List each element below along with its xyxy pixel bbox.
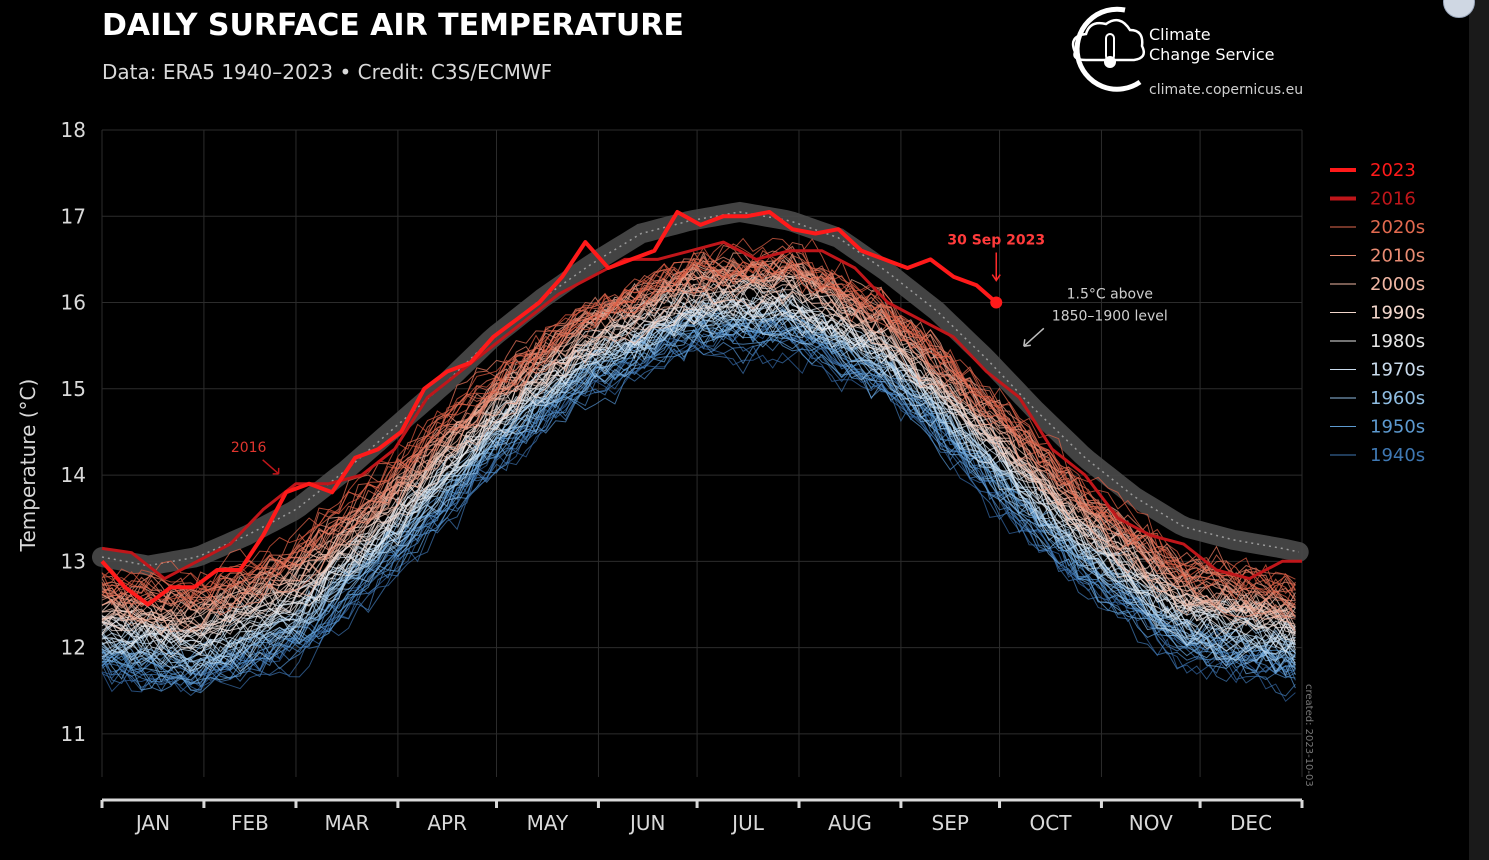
decade-line-40 bbox=[101, 283, 1296, 644]
x-tick-label-nov: NOV bbox=[1129, 811, 1173, 835]
legend-label-1990s: 1990s bbox=[1370, 303, 1425, 324]
decade-line-48 bbox=[101, 272, 1296, 643]
annotations: 2016 30 Sep 2023 1.5°C above 1850–1900 l… bbox=[231, 233, 1168, 475]
decade-line-71 bbox=[101, 257, 1296, 618]
decade-lines bbox=[101, 237, 1296, 702]
x-tick-label-dec: DEC bbox=[1230, 811, 1272, 835]
x-tick-label-mar: MAR bbox=[325, 811, 370, 835]
legend-label-1970s: 1970s bbox=[1370, 360, 1425, 381]
legend: 2023 2016 2020s 2010s 2000s 1990s 1980s 1970s 19… bbox=[1330, 160, 1425, 466]
decade-line-79 bbox=[101, 237, 1296, 602]
legend-label-1950s: 1950s bbox=[1370, 417, 1425, 438]
annotation-threshold-2: 1850–1900 level bbox=[1052, 308, 1168, 324]
decade-line-77 bbox=[101, 251, 1296, 596]
decade-line-78 bbox=[101, 249, 1296, 601]
legend-label-2000s: 2000s bbox=[1370, 274, 1425, 295]
chart-title: DAILY SURFACE AIR TEMPERATURE bbox=[102, 8, 684, 43]
copernicus-logo: Climate Change Service climate.copernicu… bbox=[1071, 6, 1303, 98]
legend-label-2010s: 2010s bbox=[1370, 246, 1425, 267]
legend-label-2016: 2016 bbox=[1370, 189, 1416, 210]
annotation-last-date: 30 Sep 2023 bbox=[947, 233, 1045, 249]
x-tick-label-jul: JUL bbox=[730, 811, 765, 835]
x-tick-label-may: MAY bbox=[527, 811, 569, 835]
x-tick-label-oct: OCT bbox=[1030, 811, 1073, 835]
y-tick-label-17: 17 bbox=[61, 204, 86, 228]
y-axis-label: Temperature (°C) bbox=[16, 379, 40, 553]
decade-line-81 bbox=[101, 259, 1296, 594]
legend-label-2023: 2023 bbox=[1370, 160, 1416, 181]
threshold-band-fill bbox=[92, 201, 1309, 576]
decade-line-72 bbox=[101, 263, 1296, 616]
logo-url: climate.copernicus.eu bbox=[1149, 82, 1303, 98]
logo-line2: Change Service bbox=[1149, 45, 1274, 64]
y-tick-label-11: 11 bbox=[61, 722, 86, 746]
x-tick-label-apr: APR bbox=[427, 811, 467, 835]
decade-line-49 bbox=[101, 274, 1296, 632]
y-tick-label-15: 15 bbox=[61, 377, 86, 401]
y-ticks: 11 12 13 14 15 16 17 18 bbox=[61, 118, 86, 746]
y-tick-label-12: 12 bbox=[61, 636, 86, 660]
legend-label-1980s: 1980s bbox=[1370, 331, 1425, 352]
threshold-band bbox=[92, 201, 1309, 576]
decade-line-68 bbox=[101, 255, 1296, 620]
y-tick-label-18: 18 bbox=[61, 118, 86, 142]
logo-line1: Climate bbox=[1149, 25, 1211, 44]
x-tick-label-sep: SEP bbox=[932, 811, 969, 835]
decade-line-11 bbox=[101, 321, 1296, 679]
x-tick-label-jan: JAN bbox=[134, 811, 170, 835]
decade-line-74 bbox=[101, 241, 1296, 602]
highlight-lines bbox=[100, 210, 1302, 607]
y-tick-label-13: 13 bbox=[61, 549, 86, 573]
y-tick-label-16: 16 bbox=[61, 291, 86, 315]
window-edge bbox=[1469, 0, 1489, 860]
decade-line-61 bbox=[101, 252, 1296, 632]
line-2023 bbox=[100, 210, 998, 607]
decade-line-4 bbox=[101, 318, 1296, 692]
cloud-thermometer-icon bbox=[1071, 6, 1145, 92]
annotation-threshold-arrow bbox=[1023, 327, 1045, 348]
annotation-threshold-1: 1.5°C above bbox=[1067, 286, 1153, 302]
x-axis: JAN FEB MAR APR MAY JUN JUL AUG SEP OCT NOV DEC bbox=[100, 798, 1304, 835]
y-tick-label-14: 14 bbox=[61, 463, 86, 487]
decade-line-29 bbox=[101, 297, 1296, 667]
x-tick-label-jun: JUN bbox=[628, 811, 666, 835]
annotation-2016-arrow bbox=[262, 459, 280, 475]
legend-label-1960s: 1960s bbox=[1370, 388, 1425, 409]
line-2016 bbox=[101, 240, 1302, 581]
annotation-last-date-arrow bbox=[991, 252, 1001, 282]
decade-line-44 bbox=[101, 292, 1296, 641]
created-note: created: 2023-10-03 bbox=[1303, 684, 1314, 787]
decade-line-38 bbox=[101, 293, 1296, 651]
legend-label-1940s: 1940s bbox=[1370, 445, 1425, 466]
x-tick-label-aug: AUG bbox=[828, 811, 872, 835]
annotation-2016: 2016 bbox=[231, 440, 267, 456]
chart-subtitle: Data: ERA5 1940–2023 • Credit: C3S/ECMWF bbox=[102, 60, 552, 84]
last-point-2023 bbox=[990, 296, 1003, 309]
legend-label-2020s: 2020s bbox=[1370, 217, 1425, 238]
x-tick-label-feb: FEB bbox=[231, 811, 269, 835]
decade-line-60 bbox=[101, 266, 1296, 621]
